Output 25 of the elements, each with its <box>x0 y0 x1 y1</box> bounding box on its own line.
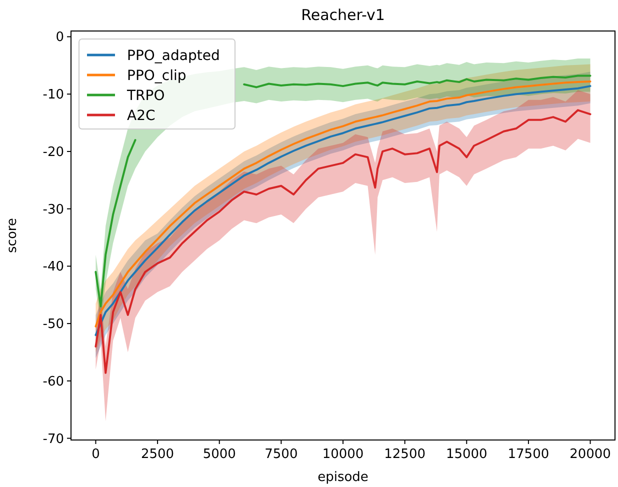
x-tick-label: 0 <box>92 447 100 462</box>
x-tick-label: 7500 <box>264 447 298 462</box>
x-tick-label: 15000 <box>446 447 488 462</box>
legend-label: A2C <box>127 108 156 124</box>
chart-title: Reacher-v1 <box>301 6 385 24</box>
x-tick-label: 5000 <box>202 447 236 462</box>
line-series <box>94 109 592 374</box>
y-tick-label: -10 <box>42 88 64 103</box>
y-axis-title: score <box>5 218 20 253</box>
y-tick-label: -50 <box>42 317 64 332</box>
x-tick-label: 20000 <box>570 447 611 462</box>
x-tick-label: 2500 <box>141 447 174 462</box>
y-tick-label: -60 <box>42 374 64 390</box>
y-tick-label: -70 <box>42 432 64 447</box>
legend-label: PPO_adapted <box>127 48 220 64</box>
y-tick-label: -20 <box>42 144 64 160</box>
x-tick-label: 10000 <box>322 447 364 462</box>
x-tick-label: 17500 <box>508 447 550 462</box>
y-tick-label: -40 <box>42 260 64 275</box>
legend-label: PPO_clip <box>127 68 186 84</box>
x-tick-label: 12500 <box>384 447 426 462</box>
y-tick-label: 0 <box>56 30 64 46</box>
legend-label: TRPO <box>126 88 165 104</box>
y-tick-label: -30 <box>42 202 64 218</box>
x-axis-title: episode <box>318 470 368 485</box>
